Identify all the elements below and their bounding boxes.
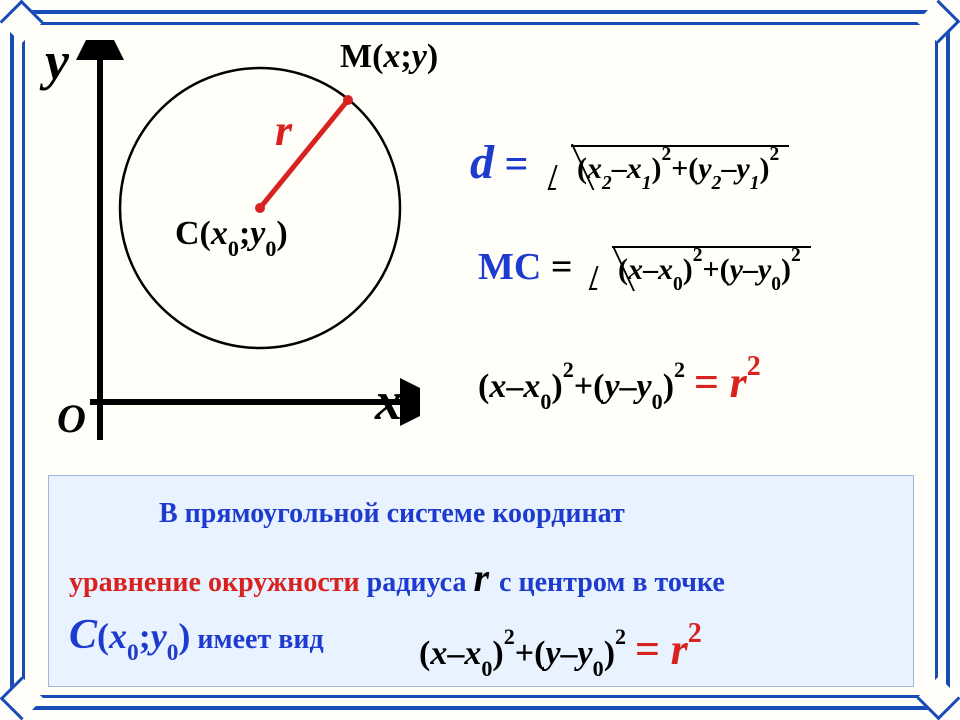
box-formula: (x–x0)2+(y–y0)2 = r2 bbox=[419, 624, 702, 678]
c-point-label: C(x0;y0) bbox=[175, 215, 288, 258]
y-axis-label: y bbox=[45, 30, 69, 92]
coordinate-diagram: y x O r M(x;y) C(x0;y0) bbox=[45, 40, 420, 445]
box-line1: В прямоугольной системе координат bbox=[159, 498, 625, 530]
formula-mc: MC = (x–x0)2+(y–y0)2 bbox=[478, 245, 811, 291]
formula-d: d = (x2–x1)2+(y2–y1)2 bbox=[470, 135, 789, 190]
origin-label: O bbox=[57, 395, 86, 442]
box-line2: уравнение окружности радиуса r с центром… bbox=[69, 554, 725, 601]
explanation-box: В прямоугольной системе координат уравне… bbox=[48, 475, 914, 687]
x-axis-label: x bbox=[375, 370, 402, 432]
r-label: r bbox=[275, 105, 292, 156]
box-line3: C(x0;y0) имеет вид bbox=[69, 611, 324, 663]
formula-eq-r2: (x–x0)2+(y–y0)2 = r2 bbox=[478, 357, 761, 411]
m-point-label: M(x;y) bbox=[340, 38, 438, 76]
